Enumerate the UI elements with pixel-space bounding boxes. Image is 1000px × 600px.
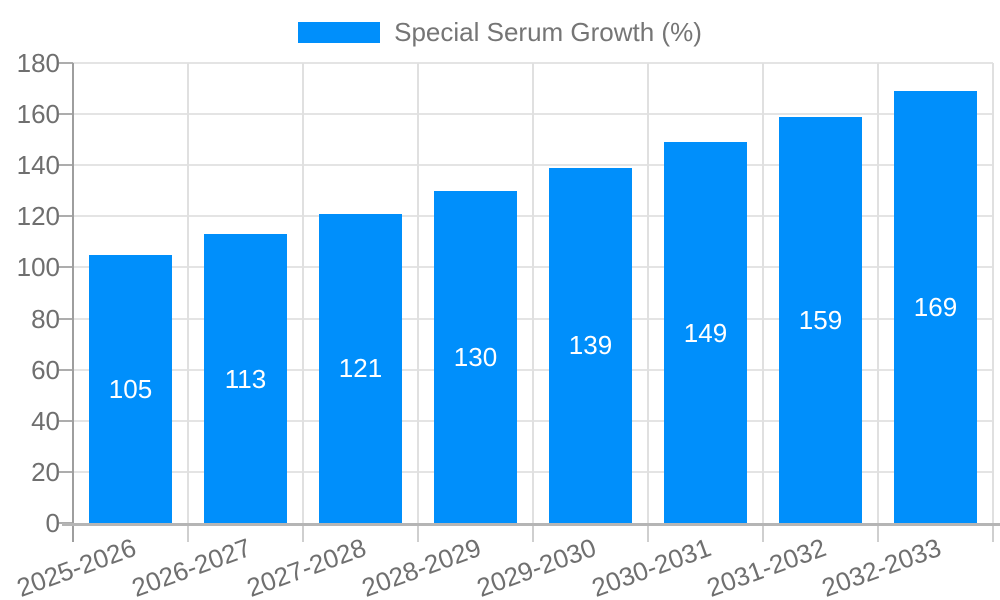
y-axis-label: 140 xyxy=(16,150,60,181)
v-gridline xyxy=(647,63,649,523)
bar[interactable]: 113 xyxy=(204,234,287,523)
bar[interactable]: 105 xyxy=(89,254,172,523)
v-gridline xyxy=(762,63,764,523)
v-gridline xyxy=(877,63,879,523)
legend-label: Special Serum Growth (%) xyxy=(394,17,702,47)
y-tick xyxy=(59,317,73,320)
x-axis-label: 2032-2033 xyxy=(817,532,946,600)
x-tick xyxy=(417,526,419,542)
x-axis-label: 2027-2028 xyxy=(242,532,371,600)
x-tick xyxy=(302,526,304,542)
y-axis-label: 40 xyxy=(31,405,60,436)
bar[interactable]: 139 xyxy=(549,167,632,523)
bar[interactable]: 121 xyxy=(319,213,402,523)
bar[interactable]: 169 xyxy=(894,91,977,523)
y-tick xyxy=(59,113,73,116)
v-gridline xyxy=(532,63,534,523)
x-tick xyxy=(647,526,649,542)
x-tick xyxy=(992,526,994,542)
y-axis-label: 100 xyxy=(16,252,60,283)
x-axis-label: 2028-2029 xyxy=(357,532,486,600)
y-tick xyxy=(59,470,73,473)
y-axis-label: 80 xyxy=(31,303,60,334)
bar-value-label: 105 xyxy=(108,373,153,404)
legend[interactable]: Special Serum Growth (%) xyxy=(0,17,1000,48)
y-tick xyxy=(59,164,73,167)
legend-swatch-icon xyxy=(298,22,381,43)
y-tick xyxy=(59,266,73,269)
y-axis-label: 60 xyxy=(31,354,60,385)
y-axis-label: 180 xyxy=(16,48,60,78)
y-axis-label: 120 xyxy=(16,201,60,232)
bar-value-label: 121 xyxy=(338,353,383,384)
y-tick xyxy=(59,419,73,422)
v-gridline xyxy=(992,63,994,523)
y-axis-label: 0 xyxy=(45,508,60,538)
bar-value-label: 149 xyxy=(683,317,728,348)
bar-value-label: 169 xyxy=(913,292,958,323)
x-axis-label: 2031-2032 xyxy=(702,532,831,600)
x-axis-label: 2030-2031 xyxy=(587,532,716,600)
v-gridline xyxy=(302,63,304,523)
x-tick xyxy=(762,526,764,542)
x-axis-label: 2026-2027 xyxy=(127,532,256,600)
y-axis-label: 160 xyxy=(16,99,60,130)
y-axis-label: 20 xyxy=(31,456,60,487)
x-tick xyxy=(877,526,879,542)
x-tick xyxy=(187,526,189,542)
bar[interactable]: 130 xyxy=(434,190,517,523)
bar[interactable]: 159 xyxy=(779,116,862,523)
bar-value-label: 139 xyxy=(568,330,613,361)
bar-value-label: 159 xyxy=(798,304,843,335)
v-gridline xyxy=(187,63,189,523)
x-tick xyxy=(532,526,534,542)
bar-value-label: 130 xyxy=(453,341,498,372)
y-axis-line xyxy=(72,63,74,542)
y-tick xyxy=(59,215,73,218)
x-axis-label: 2029-2030 xyxy=(472,532,601,600)
y-tick xyxy=(59,368,73,371)
bar-value-label: 113 xyxy=(224,363,267,394)
bar[interactable]: 149 xyxy=(664,142,747,523)
x-axis-label: 2025-2026 xyxy=(12,532,141,600)
y-tick xyxy=(59,62,73,64)
x-axis-line xyxy=(62,523,1000,526)
v-gridline xyxy=(417,63,419,523)
